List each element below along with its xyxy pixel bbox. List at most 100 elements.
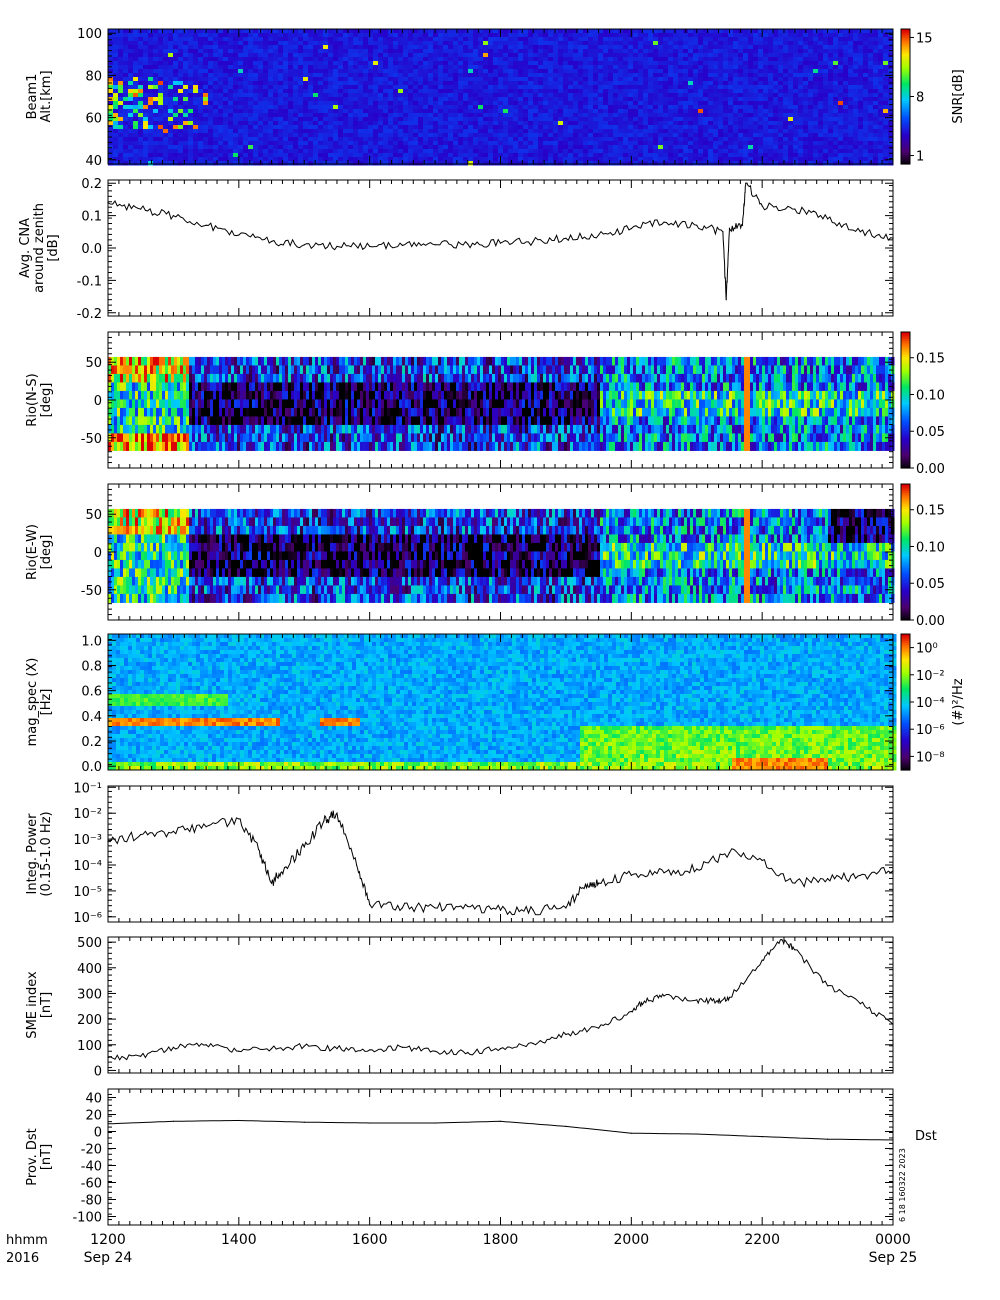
heatmap-cell [318, 97, 324, 102]
heatmap-cell [178, 125, 184, 130]
heatmap-cell [113, 125, 119, 130]
heatmap-cell [538, 49, 544, 54]
heatmap-cell [798, 45, 804, 50]
heatmap-cell [568, 73, 574, 78]
heatmap-cell [818, 69, 824, 74]
heatmap-cell [178, 37, 184, 42]
heatmap-cell [108, 117, 114, 122]
heatmap-cell [618, 157, 624, 162]
heatmap-cell [248, 113, 254, 118]
heatmap-cell [208, 133, 214, 138]
heatmap-cell [718, 141, 724, 146]
heatmap-cell [473, 161, 479, 166]
heatmap-cell [303, 37, 309, 42]
heatmap-cell [333, 77, 339, 82]
heatmap-cell [528, 153, 534, 158]
heatmap-cell [133, 109, 139, 114]
heatmap-cell [458, 101, 464, 106]
heatmap-cell [168, 41, 174, 46]
heatmap-cell [178, 69, 184, 74]
heatmap-cell [198, 37, 204, 42]
heatmap-cell [373, 153, 379, 158]
heatmap-cell [193, 157, 199, 162]
heatmap-cell [148, 89, 154, 94]
heatmap-cell [118, 157, 124, 162]
heatmap-cell [488, 161, 494, 166]
heatmap-cell [343, 61, 349, 66]
heatmap-cell [388, 89, 394, 94]
heatmap-cell [308, 37, 314, 42]
heatmap-cell [498, 61, 504, 66]
heatmap-cell [293, 45, 299, 50]
heatmap-cell [118, 105, 124, 110]
heatmap-cell [193, 49, 199, 54]
heatmap-cell [623, 57, 629, 62]
heatmap-cell [708, 33, 714, 38]
heatmap-cell [263, 77, 269, 82]
heatmap-cell [663, 137, 669, 142]
heatmap-cell [598, 137, 604, 142]
heatmap-cell [268, 121, 274, 126]
heatmap-cell [748, 53, 754, 58]
heatmap-cell [508, 65, 514, 70]
heatmap-cell [583, 77, 589, 82]
heatmap-cell [698, 105, 704, 110]
heatmap-cell [503, 145, 509, 150]
heatmap-cell [558, 77, 564, 82]
heatmap-cell [748, 149, 754, 154]
heatmap-cell [628, 117, 634, 122]
heatmap-cell [333, 161, 339, 166]
heatmap-cell [138, 61, 144, 66]
heatmap-cell [803, 89, 809, 94]
heatmap-cell [733, 73, 739, 78]
heatmap-cell [743, 145, 749, 150]
heatmap-cell [213, 57, 219, 62]
heatmap-cell [633, 45, 639, 50]
heatmap-cell [283, 117, 289, 122]
heatmap-cell [723, 57, 729, 62]
heatmap-cell [358, 49, 364, 54]
heatmap-cell [253, 161, 259, 166]
heatmap-cell [478, 53, 484, 58]
heatmap-cell [813, 117, 819, 122]
heatmap-cell [373, 45, 379, 50]
heatmap-cell [513, 93, 519, 98]
heatmap-cell [318, 129, 324, 134]
heatmap-cell [128, 133, 134, 138]
heatmap-cell [623, 41, 629, 46]
heatmap-cell [808, 61, 814, 66]
heatmap-cell [143, 61, 149, 66]
heatmap-cell [183, 149, 189, 154]
heatmap-cell [828, 161, 834, 166]
heatmap-cell [833, 113, 839, 118]
heatmap-cell [398, 69, 404, 74]
heatmap-cell [398, 153, 404, 158]
heatmap-cell [633, 49, 639, 54]
heatmap-cell [763, 85, 769, 90]
heatmap-cell [808, 97, 814, 102]
heatmap-cell [483, 149, 489, 154]
heatmap-cell [783, 49, 789, 54]
heatmap-cell [173, 89, 179, 94]
heatmap-cell [423, 161, 429, 166]
heatmap-cell [328, 29, 334, 34]
heatmap-cell [463, 65, 469, 70]
heatmap-cell [788, 49, 794, 54]
heatmap-cell [703, 121, 709, 126]
heatmap-cell [408, 45, 414, 50]
heatmap-cell [403, 53, 409, 58]
heatmap-cell [623, 37, 629, 42]
heatmap-cell [433, 117, 439, 122]
heatmap-cell [533, 117, 539, 122]
heatmap-cell [523, 121, 529, 126]
heatmap-cell [183, 125, 189, 130]
heatmap-cell [558, 101, 564, 106]
heatmap-cell [388, 37, 394, 42]
heatmap-cell [748, 113, 754, 118]
heatmap-cell [818, 153, 824, 158]
heatmap-cell [473, 41, 479, 46]
heatmap-cell [713, 69, 719, 74]
heatmap-cell [603, 157, 609, 162]
heatmap-cell [468, 101, 474, 106]
